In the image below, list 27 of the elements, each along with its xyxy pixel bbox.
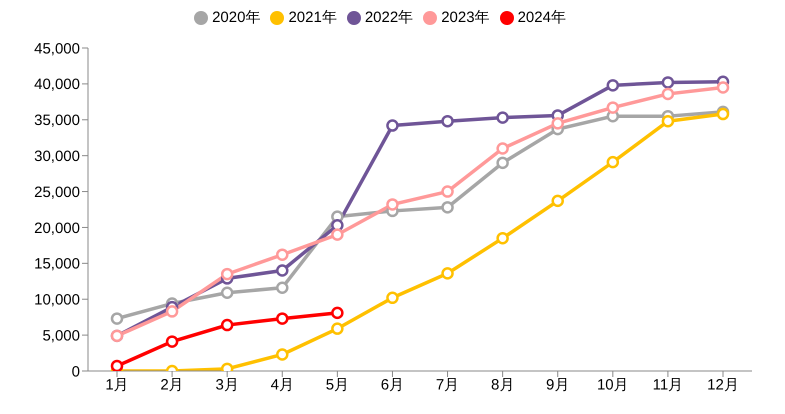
y-tick-label: 5,000 (42, 327, 80, 344)
y-tick-label: 40,000 (34, 76, 80, 94)
legend-label: 2022年 (364, 9, 414, 26)
legend-label: 2023年 (441, 9, 490, 26)
x-tick-label: 5月 (326, 376, 350, 394)
legend-label: 2021年 (288, 9, 337, 26)
y-tick-label: 0 (72, 363, 80, 380)
y-tick-label: 15,000 (34, 256, 80, 273)
x-tick-label: 3月 (216, 376, 239, 394)
legend-label: 2024年 (518, 9, 566, 26)
x-tick-label: 1月 (105, 376, 129, 394)
x-tick-label: 9月 (546, 376, 570, 394)
x-tick-label: 12月 (707, 376, 739, 394)
x-tick-label: 2月 (160, 376, 184, 394)
x-tick-label: 8月 (490, 376, 514, 394)
x-tick-label: 10月 (596, 376, 629, 394)
y-tick-label: 30,000 (34, 148, 80, 165)
y-tick-label: 20,000 (34, 220, 80, 237)
y-tick-label: 10,000 (34, 292, 80, 309)
y-tick-label: 25,000 (34, 184, 80, 201)
x-tick-label: 11月 (652, 376, 684, 394)
x-tick-label: 4月 (270, 376, 294, 394)
y-tick-label: 35,000 (34, 112, 80, 130)
y-tick-label: 45,000 (34, 40, 80, 58)
x-tick-label: 7月 (436, 376, 460, 394)
x-tick-label: 6月 (380, 376, 404, 394)
legend-label: 2020年 (212, 9, 260, 26)
